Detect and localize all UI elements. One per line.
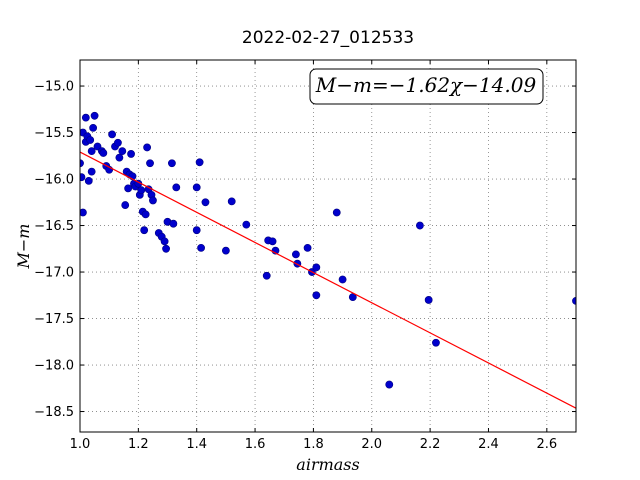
data-point — [195, 158, 204, 167]
data-point — [197, 243, 205, 252]
data-point — [124, 184, 133, 193]
y-tick-label: −18.0 — [34, 359, 74, 374]
data-point — [572, 296, 576, 305]
x-tick-label: 1.4 — [186, 437, 207, 452]
data-point — [227, 197, 236, 206]
data-point — [221, 246, 230, 255]
data-point — [80, 173, 86, 182]
data-point — [141, 210, 150, 219]
y-tick-label: −18.5 — [34, 405, 74, 420]
data-point — [86, 136, 95, 144]
data-point — [292, 250, 300, 259]
data-point — [81, 113, 90, 122]
data-point — [84, 176, 93, 185]
y-tick-label: −15.5 — [34, 126, 74, 141]
annotation-text: M−m=−1.62χ−14.09 — [315, 73, 537, 97]
data-point — [312, 263, 321, 272]
data-point — [89, 123, 98, 132]
data-point — [172, 183, 181, 192]
data-point — [192, 183, 201, 192]
data-point — [108, 130, 116, 139]
x-tick-label: 2.4 — [478, 437, 499, 452]
equation-annotation: M−m=−1.62χ−14.09 — [309, 68, 544, 105]
x-tick-label: 2.0 — [361, 437, 382, 452]
data-point — [80, 208, 87, 217]
data-point — [312, 291, 321, 300]
data-point — [416, 221, 424, 230]
data-point — [192, 226, 201, 235]
x-tick-label: 1.8 — [303, 437, 324, 452]
annotation-box — [309, 68, 544, 105]
x-tick-label: 1.2 — [128, 437, 149, 452]
plot-frame — [79, 59, 577, 433]
data-point — [242, 220, 251, 229]
data-point — [114, 138, 122, 147]
data-point — [90, 111, 99, 120]
data-point — [127, 150, 135, 158]
data-point — [262, 271, 271, 280]
data-point — [87, 147, 96, 156]
x-tick-label: 1.6 — [245, 437, 266, 452]
data-point — [169, 219, 178, 228]
data-point — [168, 159, 176, 168]
data-point — [143, 143, 152, 152]
data-point — [99, 149, 108, 157]
y-tick-label: −16.0 — [34, 173, 74, 188]
x-tick-label: 1.0 — [70, 437, 91, 452]
data-point — [146, 159, 154, 168]
x-tick-label: 2.6 — [536, 437, 557, 452]
data-point — [303, 243, 312, 252]
data-point — [118, 147, 127, 156]
fit-line — [80, 151, 576, 409]
chart-title: 2022-02-27_012533 — [242, 28, 414, 48]
data-points — [80, 111, 576, 389]
data-point — [87, 167, 96, 176]
data-point — [424, 296, 433, 304]
y-axis-label: M−m — [14, 224, 33, 270]
data-point — [160, 237, 169, 246]
data-point — [121, 201, 130, 209]
data-point — [149, 196, 157, 205]
x-axis-label: airmass — [296, 455, 359, 474]
data-point — [140, 226, 149, 235]
y-tick-label: −16.5 — [34, 219, 74, 234]
data-point — [332, 208, 341, 217]
x-axis-ticks: 1.0 1.2 1.4 1.6 1.8 2.0 2.2 2.4 2.6 — [70, 60, 557, 452]
y-axis-ticks: −15.0 −15.5 −16.0 −16.5 −17.0 −17.5 −18.0 −18.5 — [34, 80, 576, 420]
data-point — [201, 198, 210, 207]
y-tick-label: −15.0 — [34, 80, 74, 95]
data-point — [268, 237, 277, 246]
x-tick-label: 2.2 — [420, 437, 441, 452]
y-tick-label: −17.0 — [34, 266, 74, 281]
data-point — [137, 186, 146, 195]
data-point — [432, 338, 440, 347]
data-point — [338, 275, 347, 284]
y-tick-label: −17.5 — [34, 312, 74, 327]
data-point — [115, 153, 124, 162]
data-point — [385, 380, 394, 389]
data-point — [162, 244, 170, 253]
